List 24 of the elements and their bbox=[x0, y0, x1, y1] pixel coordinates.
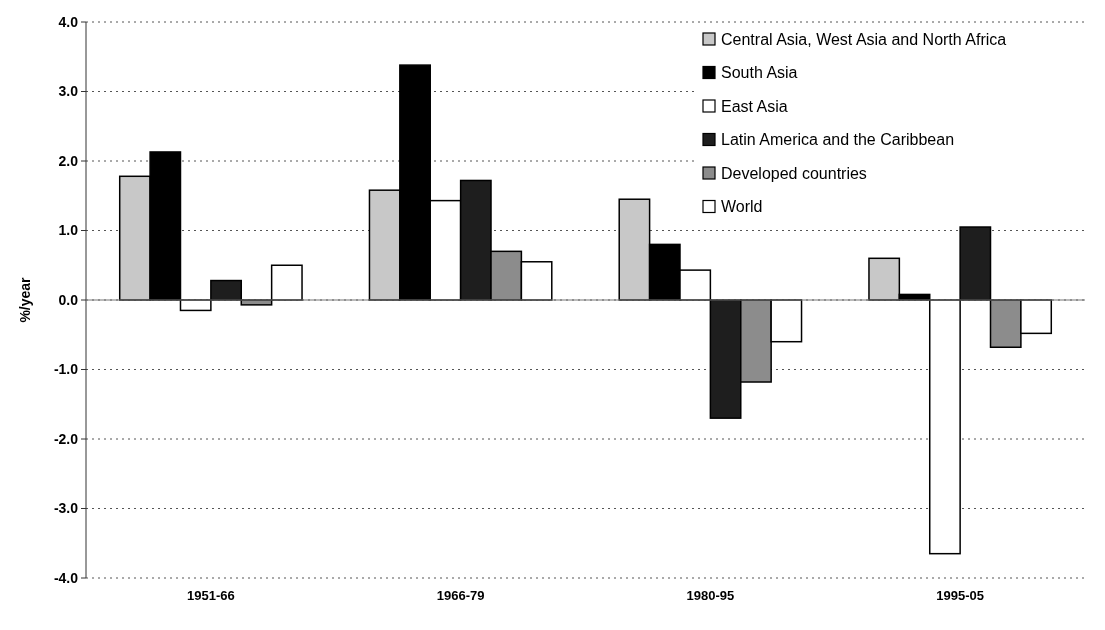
y-tick-label: 3.0 bbox=[58, 83, 79, 100]
y-tick-label: -4.0 bbox=[53, 569, 79, 586]
y-tick-label: 1.0 bbox=[58, 222, 79, 239]
y-tick-label: -1.0 bbox=[53, 361, 79, 378]
y-tick-label: 2.0 bbox=[58, 152, 79, 169]
x-tick-label: 1966-79 bbox=[436, 588, 485, 603]
x-tick-label: 1951-66 bbox=[187, 588, 235, 603]
legend-label: Developed countries bbox=[721, 164, 867, 182]
y-tick-label: 4.0 bbox=[58, 13, 79, 30]
y-axis-title: %/year bbox=[17, 276, 33, 323]
bar bbox=[270, 264, 303, 301]
legend-label: World bbox=[721, 198, 763, 216]
x-tick-label: 1980-95 bbox=[686, 588, 735, 603]
legend-label: Central Asia, West Asia and North Africa bbox=[721, 30, 1007, 48]
y-tick-label: -2.0 bbox=[53, 430, 79, 447]
x-tick-label: 1995-05 bbox=[936, 588, 984, 603]
bar bbox=[928, 299, 961, 555]
legend-label: Latin America and the Caribbean bbox=[721, 131, 955, 149]
bar bbox=[959, 226, 992, 301]
legend-label: East Asia bbox=[721, 97, 788, 115]
legend-label: South Asia bbox=[721, 64, 798, 82]
y-tick-label: -3.0 bbox=[53, 500, 79, 517]
y-tick-label: 0.0 bbox=[58, 291, 79, 308]
bar bbox=[210, 279, 243, 301]
